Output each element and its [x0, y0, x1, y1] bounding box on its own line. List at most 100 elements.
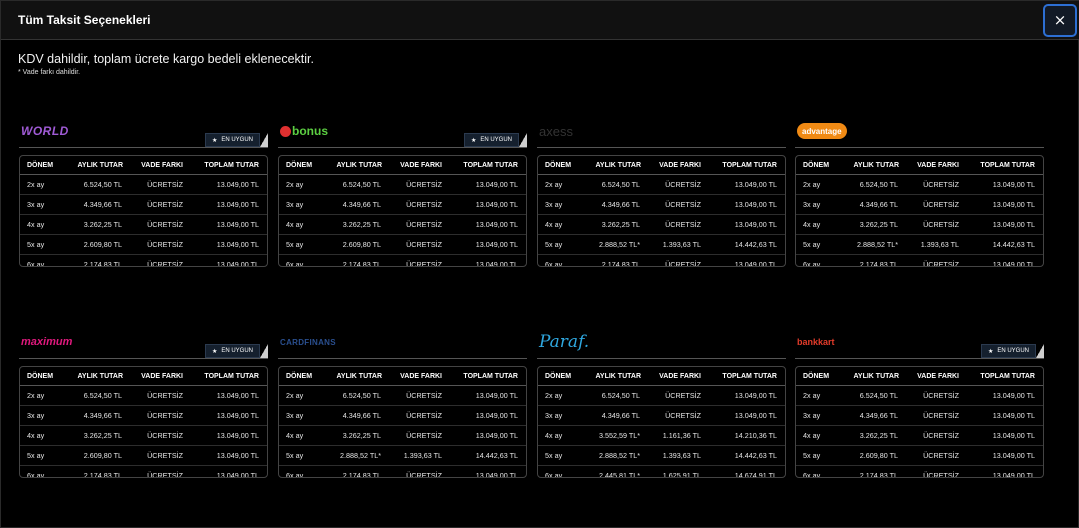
- column-header: AYLIK TUTAR: [595, 373, 642, 380]
- table-cell: 3.262,25 TL: [859, 220, 898, 229]
- installment-card: bankkart ★ EN UYGUN DÖNEM AYLIK TUTAR VADE FA…: [795, 320, 1044, 478]
- table-cell: 14.442,63 TL: [734, 451, 777, 460]
- table-cell: 13.049,00 TL: [216, 451, 259, 460]
- column-header: AYLIK TUTAR: [77, 162, 124, 169]
- bonus-logo: bonus: [280, 123, 328, 139]
- table-cell: 3.262,25 TL: [83, 431, 122, 440]
- table-cell: 2.888,52 TL*: [856, 240, 898, 249]
- column-header: VADE FARKI: [400, 162, 442, 169]
- table-cell: 13.049,00 TL: [734, 391, 777, 400]
- table-cell: 5x ay: [286, 240, 304, 249]
- table-row: 2x ay 6.524,50 TL ÜCRETSİZ 13.049,00 TL: [796, 175, 1043, 195]
- table-cell: 4x ay: [286, 220, 304, 229]
- brand-name: bonus: [292, 124, 328, 138]
- star-icon: ★: [987, 347, 994, 355]
- table-cell: 3x ay: [286, 200, 304, 209]
- table-cell: 13.049,00 TL: [216, 180, 259, 189]
- table-cell: 5x ay: [545, 240, 563, 249]
- table-row: 3x ay 4.349,66 TL ÜCRETSİZ 13.049,00 TL: [538, 406, 785, 426]
- table-cell: 13.049,00 TL: [216, 260, 259, 267]
- table-cell: ÜCRETSİZ: [406, 240, 442, 249]
- table-cell: 6x ay: [286, 260, 304, 267]
- table-cell: 5x ay: [803, 451, 821, 460]
- table-cell: 3x ay: [27, 200, 45, 209]
- table-cell: 13.049,00 TL: [216, 411, 259, 420]
- brand-name: axess: [539, 123, 573, 139]
- column-header: DÖNEM: [803, 162, 830, 169]
- table-cell: 1.161,36 TL: [662, 431, 701, 440]
- column-header: VADE FARKI: [917, 373, 959, 380]
- table-cell: ÜCRETSİZ: [923, 260, 959, 267]
- table-cell: 13.049,00 TL: [992, 200, 1035, 209]
- table-cell: 6.524,50 TL: [859, 180, 898, 189]
- table-cell: 14.442,63 TL: [992, 240, 1035, 249]
- table-cell: ÜCRETSİZ: [147, 471, 183, 478]
- table-cell: 5x ay: [27, 240, 45, 249]
- table-cell: ÜCRETSİZ: [665, 260, 701, 267]
- table-cell: ÜCRETSİZ: [406, 260, 442, 267]
- close-button[interactable]: ×: [1043, 4, 1077, 37]
- column-header: DÖNEM: [545, 162, 572, 169]
- table-cell: ÜCRETSİZ: [147, 431, 183, 440]
- table-row: 3x ay 4.349,66 TL ÜCRETSİZ 13.049,00 TL: [538, 195, 785, 215]
- table-cell: 2.445,81 TL*: [598, 471, 640, 478]
- table-cell: 6x ay: [286, 471, 304, 478]
- table-cell: 2.174,83 TL: [83, 260, 122, 267]
- table-row: 5x ay 2.609,80 TL ÜCRETSİZ 13.049,00 TL: [279, 235, 526, 255]
- best-option-badge: ★ EN UYGUN: [463, 133, 519, 147]
- table-cell: 13.049,00 TL: [734, 200, 777, 209]
- table-cell: ÜCRETSİZ: [923, 471, 959, 478]
- column-header: DÖNEM: [286, 373, 313, 380]
- table-cell: 3.262,25 TL: [601, 220, 640, 229]
- table-cell: 3x ay: [803, 411, 821, 420]
- table-row: 2x ay 6.524,50 TL ÜCRETSİZ 13.049,00 TL: [279, 386, 526, 406]
- table-header-row: DÖNEM AYLIK TUTAR VADE FARKI TOPLAM TUTAR: [796, 156, 1043, 175]
- badge-ribbon-tail: [260, 133, 268, 147]
- badge-ribbon-tail: [1036, 344, 1044, 358]
- table-cell: 13.049,00 TL: [734, 220, 777, 229]
- vat-info-text: KDV dahildir, toplam ücrete kargo bedeli…: [18, 52, 314, 66]
- best-option-badge: ★ EN UYGUN: [204, 344, 260, 358]
- table-cell: 13.049,00 TL: [216, 431, 259, 440]
- table-cell: 4x ay: [27, 220, 45, 229]
- table-cell: 2x ay: [286, 391, 304, 400]
- brand-name: Paraf.: [539, 332, 590, 352]
- table-cell: 6.524,50 TL: [83, 391, 122, 400]
- table-cell: 6.524,50 TL: [83, 180, 122, 189]
- star-icon: ★: [211, 347, 218, 355]
- table-row: 6x ay 2.174,83 TL ÜCRETSİZ 13.049,00 TL: [538, 255, 785, 267]
- table-cell: 6x ay: [545, 260, 563, 267]
- table-row: 5x ay 2.609,80 TL ÜCRETSİZ 13.049,00 TL: [20, 446, 267, 466]
- installment-table: DÖNEM AYLIK TUTAR VADE FARKI TOPLAM TUTAR 2x…: [795, 366, 1044, 478]
- table-row: 3x ay 4.349,66 TL ÜCRETSİZ 13.049,00 TL: [20, 195, 267, 215]
- installment-table: DÖNEM AYLIK TUTAR VADE FARKI TOPLAM TUTAR 2x…: [278, 155, 527, 267]
- table-cell: 4.349,66 TL: [859, 200, 898, 209]
- brand-name: WORLD: [21, 124, 69, 138]
- column-header: DÖNEM: [27, 373, 54, 380]
- table-row: 6x ay 2.445,81 TL* 1.625,91 TL 14.674,91 TL: [538, 466, 785, 478]
- table-cell: 14.210,36 TL: [734, 431, 777, 440]
- table-cell: 3x ay: [545, 200, 563, 209]
- table-cell: 2.888,52 TL*: [339, 451, 381, 460]
- table-cell: ÜCRETSİZ: [665, 200, 701, 209]
- column-header: AYLIK TUTAR: [77, 373, 124, 380]
- table-cell: ÜCRETSİZ: [406, 431, 442, 440]
- table-row: 4x ay 3.262,25 TL ÜCRETSİZ 13.049,00 TL: [20, 426, 267, 446]
- table-cell: 2x ay: [803, 391, 821, 400]
- table-cell: 13.049,00 TL: [992, 431, 1035, 440]
- column-header: TOPLAM TUTAR: [463, 162, 518, 169]
- column-header: VADE FARKI: [141, 373, 183, 380]
- column-header: TOPLAM TUTAR: [463, 373, 518, 380]
- table-cell: 13.049,00 TL: [734, 260, 777, 267]
- column-header: AYLIK TUTAR: [853, 373, 900, 380]
- brand-divider: [795, 358, 1044, 359]
- table-row: 5x ay 2.888,52 TL* 1.393,63 TL 14.442,63 TL: [538, 446, 785, 466]
- table-cell: 6.524,50 TL: [342, 391, 381, 400]
- badge-label: EN UYGUN: [997, 348, 1029, 354]
- table-cell: 3x ay: [27, 411, 45, 420]
- installment-card: advantage DÖNEM AYLIK TUTAR VADE FARKI TOPLA…: [795, 109, 1044, 267]
- installment-card: WORLD ★ EN UYGUN DÖNEM AYLIK TUTAR VADE FARKI…: [19, 109, 268, 267]
- paraf-logo: Paraf.: [539, 332, 590, 352]
- table-cell: ÜCRETSİZ: [406, 411, 442, 420]
